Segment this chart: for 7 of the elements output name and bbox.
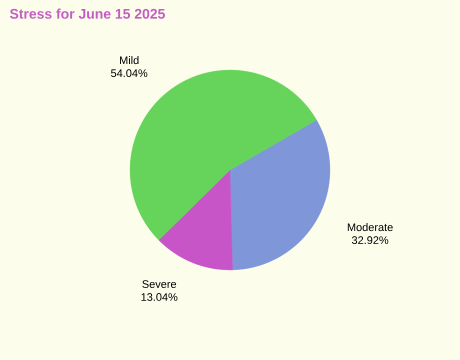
slice-label: Severe [142, 280, 176, 288]
chart-title: Stress for June 15 2025 [10, 8, 165, 19]
slice-label: Moderate [348, 223, 393, 232]
data-label: 13.04% [141, 293, 178, 301]
slice-label: Mild [120, 56, 139, 64]
data-label: 32.92% [352, 236, 388, 244]
data-label: 54.04% [111, 69, 148, 78]
